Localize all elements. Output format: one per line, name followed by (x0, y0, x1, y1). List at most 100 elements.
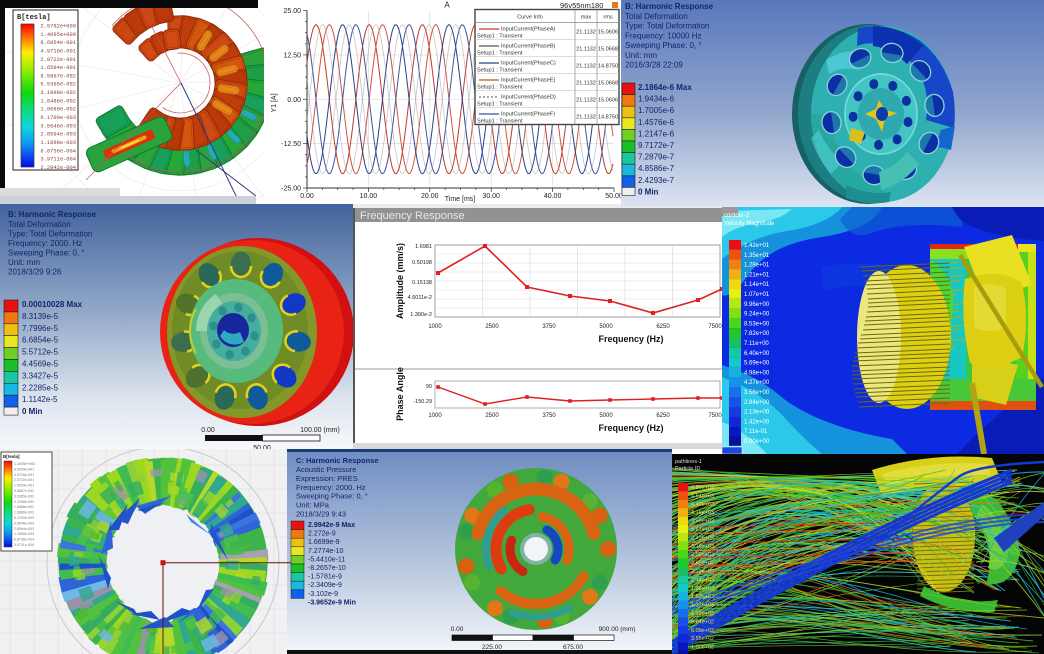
svg-text:1.6699e-9: 1.6699e-9 (308, 539, 340, 546)
svg-text:2018/3/29 9:43: 2018/3/29 9:43 (296, 510, 346, 519)
svg-text:2.14e+03: 2.14e+03 (691, 577, 714, 583)
svg-text:10.00: 10.00 (360, 193, 378, 200)
svg-text:15.0668: 15.0668 (598, 81, 618, 87)
svg-text:2.2942e-004: 2.2942e-004 (40, 165, 76, 171)
svg-text:4.8586e-7: 4.8586e-7 (638, 164, 675, 173)
svg-text:-2.3409e-9: -2.3409e-9 (308, 582, 342, 589)
svg-text:0 Min: 0 Min (22, 407, 43, 416)
svg-text:7.11e-01: 7.11e-01 (744, 429, 768, 435)
svg-text:Type: Total Deformation: Type: Total Deformation (625, 22, 709, 31)
svg-text:1.1898e-003: 1.1898e-003 (14, 532, 34, 536)
svg-text:4.9716e-001: 4.9716e-001 (14, 473, 34, 477)
svg-text:1000: 1000 (428, 413, 442, 419)
svg-text:2.84e+00: 2.84e+00 (744, 400, 770, 406)
svg-text:0.15138: 0.15138 (412, 280, 432, 286)
svg-text:0.00: 0.00 (300, 193, 314, 200)
svg-text:6.09e+02: 6.09e+02 (691, 628, 714, 634)
svg-text:C: Harmonic Response: C: Harmonic Response (296, 456, 379, 465)
svg-text:7500: 7500 (708, 324, 722, 330)
svg-text:Total Deformation: Total Deformation (625, 12, 688, 21)
svg-text:15.0606: 15.0606 (598, 98, 618, 104)
svg-text:Frequency (Hz): Frequency (Hz) (598, 423, 663, 433)
svg-text:1.0680e-002: 1.0680e-002 (14, 511, 34, 515)
svg-text:4.16e+03: 4.16e+03 (691, 510, 714, 516)
svg-text:21.1132: 21.1132 (576, 30, 596, 36)
svg-text:4.6011e-2: 4.6011e-2 (408, 295, 432, 301)
svg-text:Sweeping Phase: 0, °: Sweeping Phase: 0, ° (296, 492, 368, 501)
svg-text:1.00e+02: 1.00e+02 (691, 645, 714, 651)
svg-text:5.69e+00: 5.69e+00 (744, 361, 770, 367)
svg-text:Curve Info: Curve Info (517, 15, 543, 21)
svg-text:2500: 2500 (485, 413, 499, 419)
svg-text:2.9942e-9 Max: 2.9942e-9 Max (308, 522, 355, 529)
svg-text:Type: Total Deformation: Type: Total Deformation (8, 230, 92, 239)
svg-text:3.93e+03: 3.93e+03 (691, 519, 714, 525)
svg-text:Frequency: 10000 Hz: Frequency: 10000 Hz (625, 31, 702, 40)
svg-text:InputCurrent(PhaseF): InputCurrent(PhaseF) (501, 112, 555, 118)
svg-text:1.1898e-003: 1.1898e-003 (40, 140, 76, 146)
svg-text:3.42e+03: 3.42e+03 (691, 535, 714, 541)
svg-text:InputCurrent(PhaseE): InputCurrent(PhaseE) (501, 78, 556, 84)
svg-text:Setup1 : Transient: Setup1 : Transient (477, 68, 523, 74)
svg-text:9.5867e-002: 9.5867e-002 (40, 73, 76, 79)
svg-text:-3.102e-9: -3.102e-9 (308, 591, 338, 598)
svg-text:Sweeping Phase: 0, °: Sweeping Phase: 0, ° (8, 249, 85, 258)
svg-text:InputCurrent(PhaseC): InputCurrent(PhaseC) (501, 61, 556, 67)
svg-text:-8.2657e-10: -8.2657e-10 (308, 565, 346, 572)
svg-text:3750: 3750 (542, 324, 556, 330)
svg-text:7.2879e-7: 7.2879e-7 (638, 153, 675, 162)
svg-text:contour-2: contour-2 (724, 213, 750, 219)
svg-text:5.5365e-002: 5.5365e-002 (40, 82, 76, 88)
svg-text:Frequency (Hz): Frequency (Hz) (598, 334, 663, 344)
svg-text:2.65e+03: 2.65e+03 (691, 561, 714, 567)
svg-text:3.3427e-5: 3.3427e-5 (22, 371, 59, 380)
svg-text:14.8750: 14.8750 (598, 115, 618, 121)
svg-text:1.12e+03: 1.12e+03 (691, 611, 714, 617)
svg-text:1.390e-2: 1.390e-2 (410, 312, 432, 318)
svg-text:Frequency: 2000. Hz: Frequency: 2000. Hz (8, 239, 82, 248)
svg-text:Setup1 : Transient: Setup1 : Transient (477, 102, 523, 108)
svg-text:25.00: 25.00 (283, 8, 301, 15)
svg-text:-150.29: -150.29 (413, 399, 432, 405)
svg-text:1.1142e-5: 1.1142e-5 (22, 395, 58, 404)
svg-text:2.39e+03: 2.39e+03 (691, 569, 714, 575)
svg-text:B: Harmonic Response: B: Harmonic Response (625, 2, 714, 11)
svg-text:1.6981: 1.6981 (415, 244, 432, 250)
svg-text:1.9434e-6: 1.9434e-6 (638, 95, 675, 104)
svg-text:2.8594e-003: 2.8594e-003 (40, 132, 76, 138)
svg-text:8.64e+02: 8.64e+02 (691, 619, 714, 625)
svg-text:100.00 (mm): 100.00 (mm) (300, 427, 340, 434)
svg-text:50.00: 50.00 (253, 445, 271, 449)
svg-text:21.1132: 21.1132 (576, 81, 596, 87)
svg-text:1.21e+01: 1.21e+01 (744, 272, 770, 278)
svg-text:Sweeping Phase: 0, °: Sweeping Phase: 0, ° (625, 41, 702, 50)
svg-text:3.67e+03: 3.67e+03 (691, 527, 714, 533)
svg-text:Frequency: 2000. Hz: Frequency: 2000. Hz (296, 483, 366, 492)
svg-text:4.86e+03: 4.86e+03 (691, 485, 714, 491)
svg-text:0.00e+00: 0.00e+00 (744, 439, 770, 445)
svg-text:0.00: 0.00 (201, 427, 215, 434)
svg-text:3.1998e-002: 3.1998e-002 (14, 500, 34, 504)
svg-text:B: Harmonic Response: B: Harmonic Response (8, 210, 97, 219)
svg-text:30.00: 30.00 (482, 193, 500, 200)
svg-text:3.5646e-003: 3.5646e-003 (14, 521, 34, 525)
svg-text:21.1132: 21.1132 (576, 98, 596, 104)
svg-text:900.00 (mm): 900.00 (mm) (599, 626, 636, 633)
svg-text:Frequency Response: Frequency Response (360, 210, 465, 222)
svg-text:3.56e+00: 3.56e+00 (744, 390, 770, 396)
svg-text:21.1132: 21.1132 (576, 64, 596, 70)
svg-text:-5.4410e-11: -5.4410e-11 (308, 556, 345, 563)
svg-text:A: A (444, 1, 450, 10)
svg-text:0.50198: 0.50198 (412, 260, 432, 266)
svg-text:Setup1 : Transient: Setup1 : Transient (477, 119, 523, 125)
svg-text:1.6594e-001: 1.6594e-001 (14, 484, 34, 488)
svg-text:21.1132: 21.1132 (576, 47, 596, 53)
svg-text:3.9711e-004: 3.9711e-004 (14, 543, 34, 547)
svg-text:Particle ID: Particle ID (675, 466, 700, 472)
svg-text:1.37e+03: 1.37e+03 (691, 603, 714, 609)
svg-text:21.1132: 21.1132 (576, 115, 596, 121)
svg-text:1.7005e-6: 1.7005e-6 (638, 106, 675, 115)
svg-text:12.50: 12.50 (283, 52, 301, 59)
svg-text:Unit: MPa: Unit: MPa (296, 501, 330, 510)
svg-text:5000: 5000 (599, 324, 613, 330)
